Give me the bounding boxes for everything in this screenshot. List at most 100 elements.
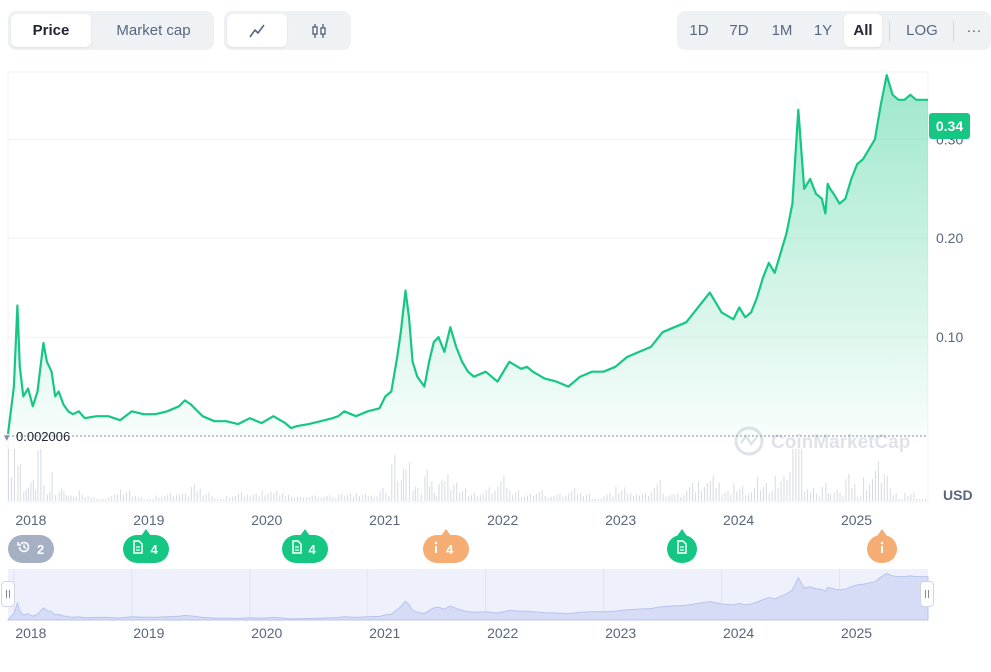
y-tick-label: 0.20 [936,230,963,246]
volume-bar [261,490,263,501]
volume-bar [754,488,755,501]
volume-bar [353,496,354,502]
volume-bar [190,487,192,501]
volume-bar [75,496,77,501]
volume-bar [736,491,738,501]
volume-bar [821,486,823,501]
x-axis: 2018 2019 2020 2021 2022 2023 2024 2025 [15,512,872,528]
volume-bar [515,492,517,501]
event-marker[interactable]: 2 [8,535,54,563]
volume-bar [674,494,676,501]
volume-bar [907,495,909,501]
volume-bar [182,493,183,501]
volume-bar [49,491,51,501]
current-price-label: 0.34 [936,118,963,134]
navigator-right-handle[interactable] [920,581,934,607]
volume-bar [320,497,322,501]
volume-bar [84,497,86,501]
x-tick-label: 2019 [133,512,164,528]
volume-bar [58,492,60,501]
document-icon [132,536,144,564]
volume-bar [299,496,301,501]
volume-bar [470,494,472,501]
volume-bar [718,482,720,501]
range-1y[interactable]: 1Y [813,22,833,39]
volume-bar [733,483,735,501]
log-scale-button[interactable]: LOG [906,22,938,39]
volume-bar [869,484,870,501]
volume-bar [450,490,452,501]
more-options-button[interactable]: ··· [966,22,982,39]
volume-bar [512,494,514,501]
volume-bar [574,488,576,501]
volume-bar [633,495,635,502]
event-marker[interactable]: 4 [423,529,470,563]
price-chart[interactable]: 0.100.200.30 CoinMarketCap 0.002006 ▾ 0.… [0,60,991,650]
price-line [6,74,928,435]
volume-bar [771,490,773,501]
volume-bar [184,494,186,501]
navigator-left-handle[interactable] [1,581,15,607]
volume-bar [302,497,304,501]
candlestick-button[interactable] [289,14,349,47]
volume-bar [683,495,685,501]
volume-bar [892,494,894,501]
range-1d[interactable]: 1D [689,22,709,39]
volume-bar [473,493,475,501]
volume-bar [712,475,714,501]
volume-bar [618,492,620,501]
volume-bar [836,490,838,501]
event-marker[interactable]: 4 [281,529,328,563]
chart-type-toggle [224,11,351,50]
line-chart-button[interactable] [227,14,287,47]
volume-bar [311,496,313,501]
volume-bar [609,493,611,501]
volume-bar [644,492,646,501]
event-marker[interactable] [666,529,697,563]
range-toggle: 1D 7D 1M 1Y All LOG ··· [677,11,991,50]
volume-bar [742,486,744,501]
volume-bar [656,484,658,501]
volume-bar [854,484,856,501]
volume-bar [804,491,806,501]
price-tab[interactable]: Price [11,14,91,47]
volume-bar [798,449,800,501]
range-all[interactable]: All [844,14,882,47]
volume-bar [801,449,803,501]
volume-bar [128,490,130,501]
volume-bar [382,488,384,501]
range-1m[interactable]: 1M [771,22,793,39]
event-marker[interactable] [867,529,898,563]
volume-bar [370,495,372,501]
volume-bar [288,494,290,501]
volume-bar [158,497,160,501]
market-cap-tab[interactable]: Market cap [116,22,191,39]
volume-bar [910,494,912,501]
volume-bar [341,493,343,501]
range-7d[interactable]: 7D [729,22,749,39]
event-marker[interactable]: 4 [123,529,170,564]
navigator-x-tick-label: 2018 [15,625,46,641]
volume-bar [373,497,375,501]
volume-bar [137,497,139,501]
volume-bar [606,494,608,501]
volume-bar [46,494,48,501]
volume-bar [727,490,729,501]
navigator-area [7,572,929,621]
volume-bar [547,497,549,501]
volume-bar [780,481,782,501]
x-tick-label: 2020 [251,512,282,528]
volume-bar [686,490,688,501]
volume-bar [529,494,531,502]
volume-bar [208,492,210,501]
volume-bar [866,490,868,501]
volume-bar [43,485,45,501]
volume-bar [99,499,101,501]
volume-bar [444,481,446,501]
volume-bar [671,494,673,502]
volume-bar [167,494,169,501]
volume-bar [506,488,508,501]
volume-bar [146,499,148,501]
volume-bar [424,476,426,501]
volume-bar [588,493,590,501]
